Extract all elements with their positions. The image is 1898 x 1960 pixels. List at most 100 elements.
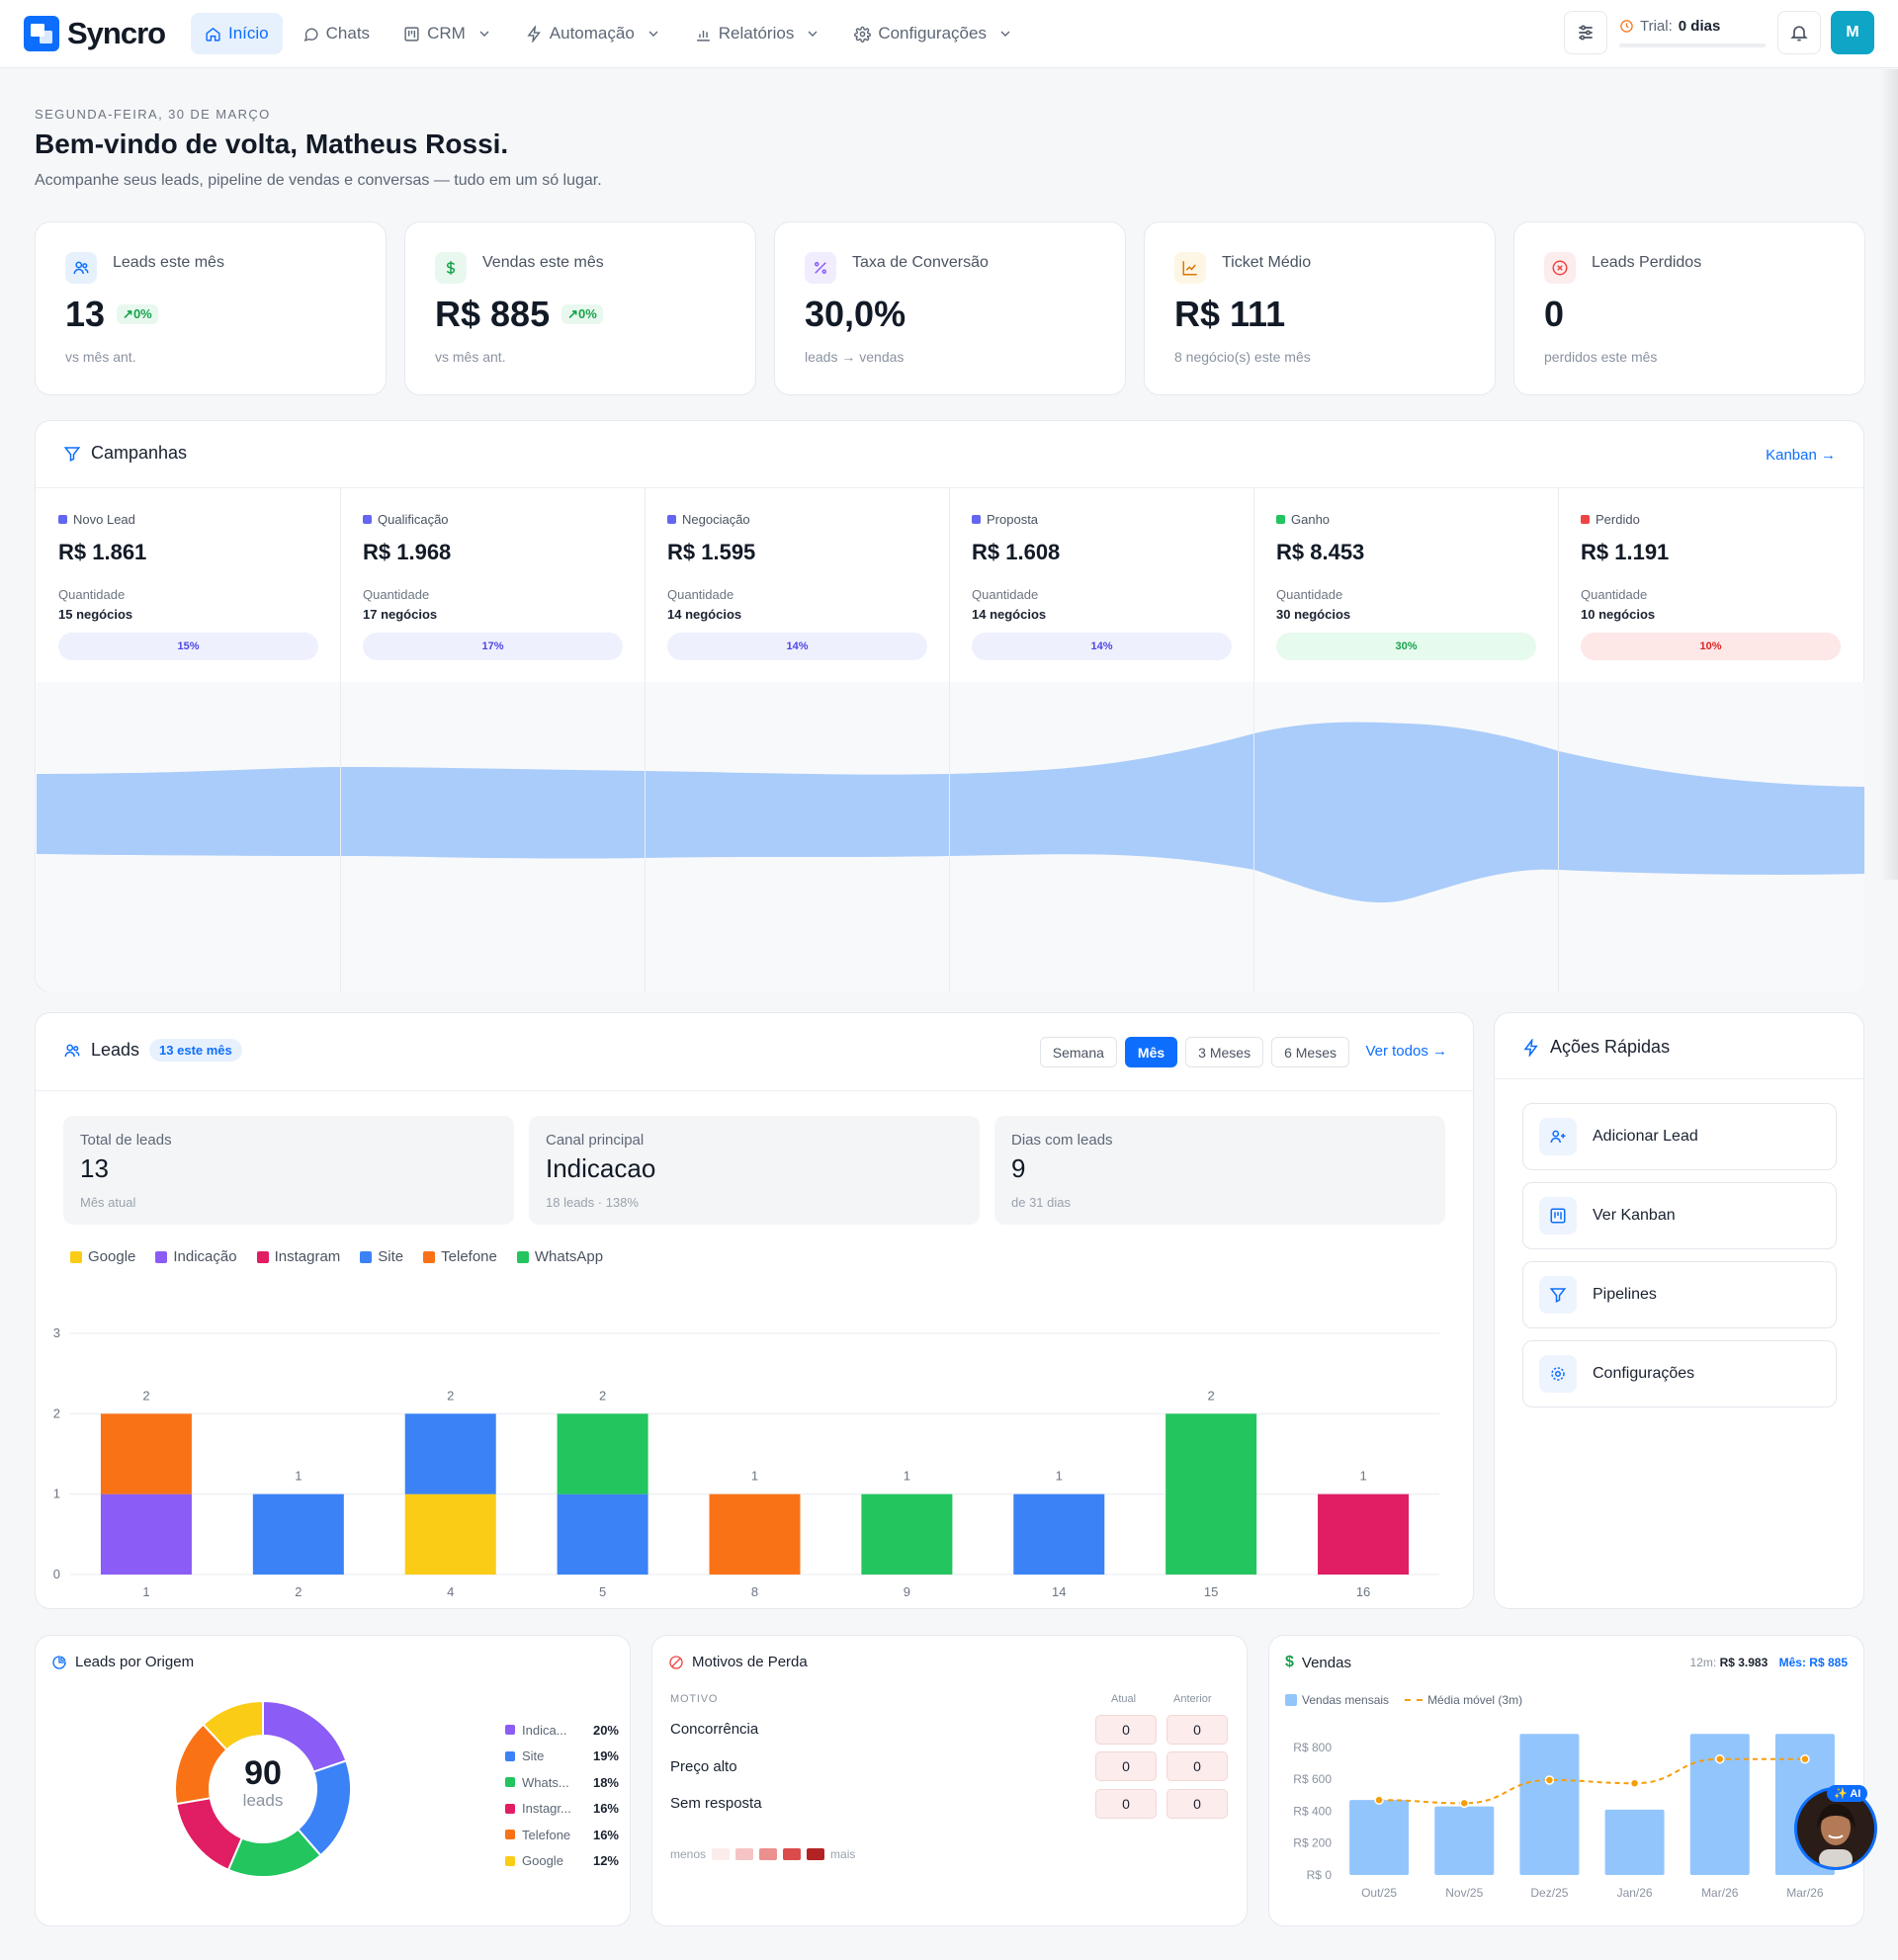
kpi-delta: 0% [578, 306, 597, 321]
divider [1495, 1078, 1863, 1079]
trial-indicator[interactable]: Trial: 0 dias [1617, 18, 1768, 47]
stage-novo-lead[interactable]: Novo Lead R$ 1.861 Quantidade 15 negócio… [36, 488, 340, 992]
range-semana-button[interactable]: Semana [1039, 1037, 1117, 1067]
kpi-card-perdidos: Leads Perdidos 0 perdidos este mês [1513, 221, 1865, 395]
stage-color-dot [363, 515, 372, 524]
stage-percent: 15% [58, 633, 318, 660]
user-avatar[interactable]: M [1831, 11, 1874, 54]
notifications-button[interactable] [1777, 11, 1821, 54]
bar-total-label: 1 [1056, 1469, 1063, 1484]
legend-item[interactable]: WhatsApp [516, 1248, 603, 1265]
leads-por-origem-card: Leads por Origem 90 leads Indica... 20% S… [35, 1635, 631, 1926]
nav-relatorios[interactable]: Relatórios [681, 13, 835, 54]
nav-crm[interactable]: CRM [389, 13, 506, 54]
y-tick-label: 3 [53, 1325, 60, 1340]
range-selector: Semana Mês 3 Meses 6 Meses [1039, 1037, 1349, 1067]
brand-logo[interactable]: Syncro [24, 16, 166, 51]
stage-perdido[interactable]: Perdido R$ 1.191 Quantidade 10 negócios … [1558, 488, 1862, 992]
nav-configuracoes[interactable]: Configurações [840, 13, 1027, 54]
stage-percent: 17% [363, 633, 623, 660]
motivo-atual-cell: 0 [1095, 1751, 1157, 1781]
stage-name: Novo Lead [73, 512, 135, 527]
month-value-link[interactable]: Mês: R$ 885 [1778, 1656, 1848, 1669]
filters-button[interactable] [1564, 11, 1607, 54]
leads-chart-legend: Google Indicação Instagram Site Telefone… [70, 1248, 603, 1265]
chevron-down-icon [808, 31, 818, 37]
origin-name: Site [522, 1748, 545, 1764]
legend-swatch [360, 1250, 373, 1263]
nav-chats[interactable]: Chats [289, 13, 384, 54]
legend-item[interactable]: Média móvel (3m) [1405, 1693, 1522, 1707]
pipelines-button[interactable]: Pipelines [1522, 1261, 1837, 1328]
kpi-card-conversao: Taxa de Conversão 30,0% leads → vendas [774, 221, 1126, 395]
kpi-sub: 8 negócio(s) este mês [1174, 349, 1311, 365]
origin-pct: 16% [592, 1827, 619, 1842]
legend-item[interactable]: Vendas mensais [1285, 1693, 1389, 1707]
nav-automacao-label: Automação [549, 24, 635, 43]
stage-qualificacao[interactable]: Qualificação R$ 1.968 Quantidade 17 negó… [340, 488, 645, 992]
heat-swatch [759, 1848, 778, 1860]
kpi-label: Leads Perdidos [1592, 254, 1702, 271]
ai-badge: ✨ AI [1827, 1785, 1868, 1802]
view-kanban-button[interactable]: Ver Kanban [1522, 1182, 1837, 1249]
bar-chart-icon [696, 30, 710, 42]
stage-divider [949, 488, 950, 992]
legend-label: Média móvel (3m) [1427, 1693, 1523, 1707]
kanban-link[interactable]: Kanban → [1766, 447, 1836, 464]
x-tick-label: Out/25 [1361, 1886, 1397, 1900]
stage-proposta[interactable]: Proposta R$ 1.608 Quantidade 14 negócios… [949, 488, 1253, 992]
stage-divider [1558, 488, 1559, 992]
twelve-label: 12m: [1689, 1656, 1717, 1669]
origin-pct: 16% [592, 1801, 619, 1817]
bar-total-label: 2 [447, 1388, 454, 1403]
stage-negociacao[interactable]: Negociação R$ 1.595 Quantidade 14 negóci… [645, 488, 949, 992]
motivo-anterior-cell: 0 [1166, 1789, 1228, 1819]
settings-button[interactable]: Configurações [1522, 1340, 1837, 1407]
x-tick-label: Mar/26 [1701, 1886, 1739, 1900]
nav-inicio[interactable]: Início [191, 13, 283, 54]
kpi-delta: 0% [132, 306, 152, 321]
bar-total-label: 2 [1208, 1388, 1215, 1403]
ai-assistant-button[interactable] [1794, 1787, 1877, 1870]
legend-item[interactable]: Telefone [423, 1248, 497, 1265]
bar-segment [1013, 1493, 1105, 1575]
add-lead-button[interactable]: Adicionar Lead [1522, 1103, 1837, 1170]
chat-icon [303, 28, 318, 42]
legend-item[interactable]: Site [360, 1248, 403, 1265]
bar-total-label: 1 [1359, 1469, 1366, 1484]
range-6-meses-button[interactable]: 6 Meses [1271, 1037, 1349, 1067]
origin-legend-row: Telefone 16% [505, 1822, 619, 1848]
range-mes-button[interactable]: Mês [1124, 1037, 1178, 1067]
legend-item[interactable]: Instagram [256, 1248, 340, 1265]
kanban-icon [1539, 1197, 1577, 1235]
sales-bar [1604, 1809, 1665, 1875]
stage-name: Negociação [682, 512, 750, 527]
stat-sub: de 31 dias [1011, 1195, 1071, 1210]
motivo-atual-cell: 0 [1095, 1715, 1157, 1745]
legend-item[interactable]: Indicação [155, 1248, 237, 1265]
bar-segment [100, 1413, 192, 1494]
ver-todos-link[interactable]: Ver todos → [1365, 1043, 1447, 1060]
origin-pct: 12% [592, 1853, 619, 1869]
origin-pct: 19% [592, 1748, 619, 1764]
nav-chats-label: Chats [325, 24, 371, 43]
range-3-meses-button[interactable]: 3 Meses [1185, 1037, 1264, 1067]
x-tick-label: 15 [1204, 1584, 1218, 1599]
chevron-down-icon [1000, 31, 1010, 37]
vendas-title: Vendas [1301, 1654, 1351, 1671]
x-tick-label: 1 [142, 1584, 149, 1599]
nav-automacao[interactable]: Automação [512, 13, 675, 54]
trial-progress-bar [1619, 43, 1766, 47]
kpi-sub: vs mês ant. [65, 349, 136, 365]
stage-ganho[interactable]: Ganho R$ 8.453 Quantidade 30 negócios 30… [1253, 488, 1558, 992]
stat-canal-principal: Canal principal Indicacao 18 leads · 138… [529, 1116, 980, 1225]
origin-name: Whats... [522, 1774, 569, 1790]
x-tick-label: Mar/26 [1786, 1886, 1824, 1900]
legend-swatch [1405, 1699, 1424, 1701]
origin-pct: 20% [592, 1722, 619, 1738]
legend-item[interactable]: Google [70, 1248, 135, 1265]
vendas-card: $ Vendas 12m: R$ 3.983 Mês: R$ 885 Venda… [1268, 1635, 1864, 1926]
x-tick-label: 9 [904, 1584, 910, 1599]
stage-color-dot [667, 515, 676, 524]
bar-segment [1165, 1413, 1257, 1575]
